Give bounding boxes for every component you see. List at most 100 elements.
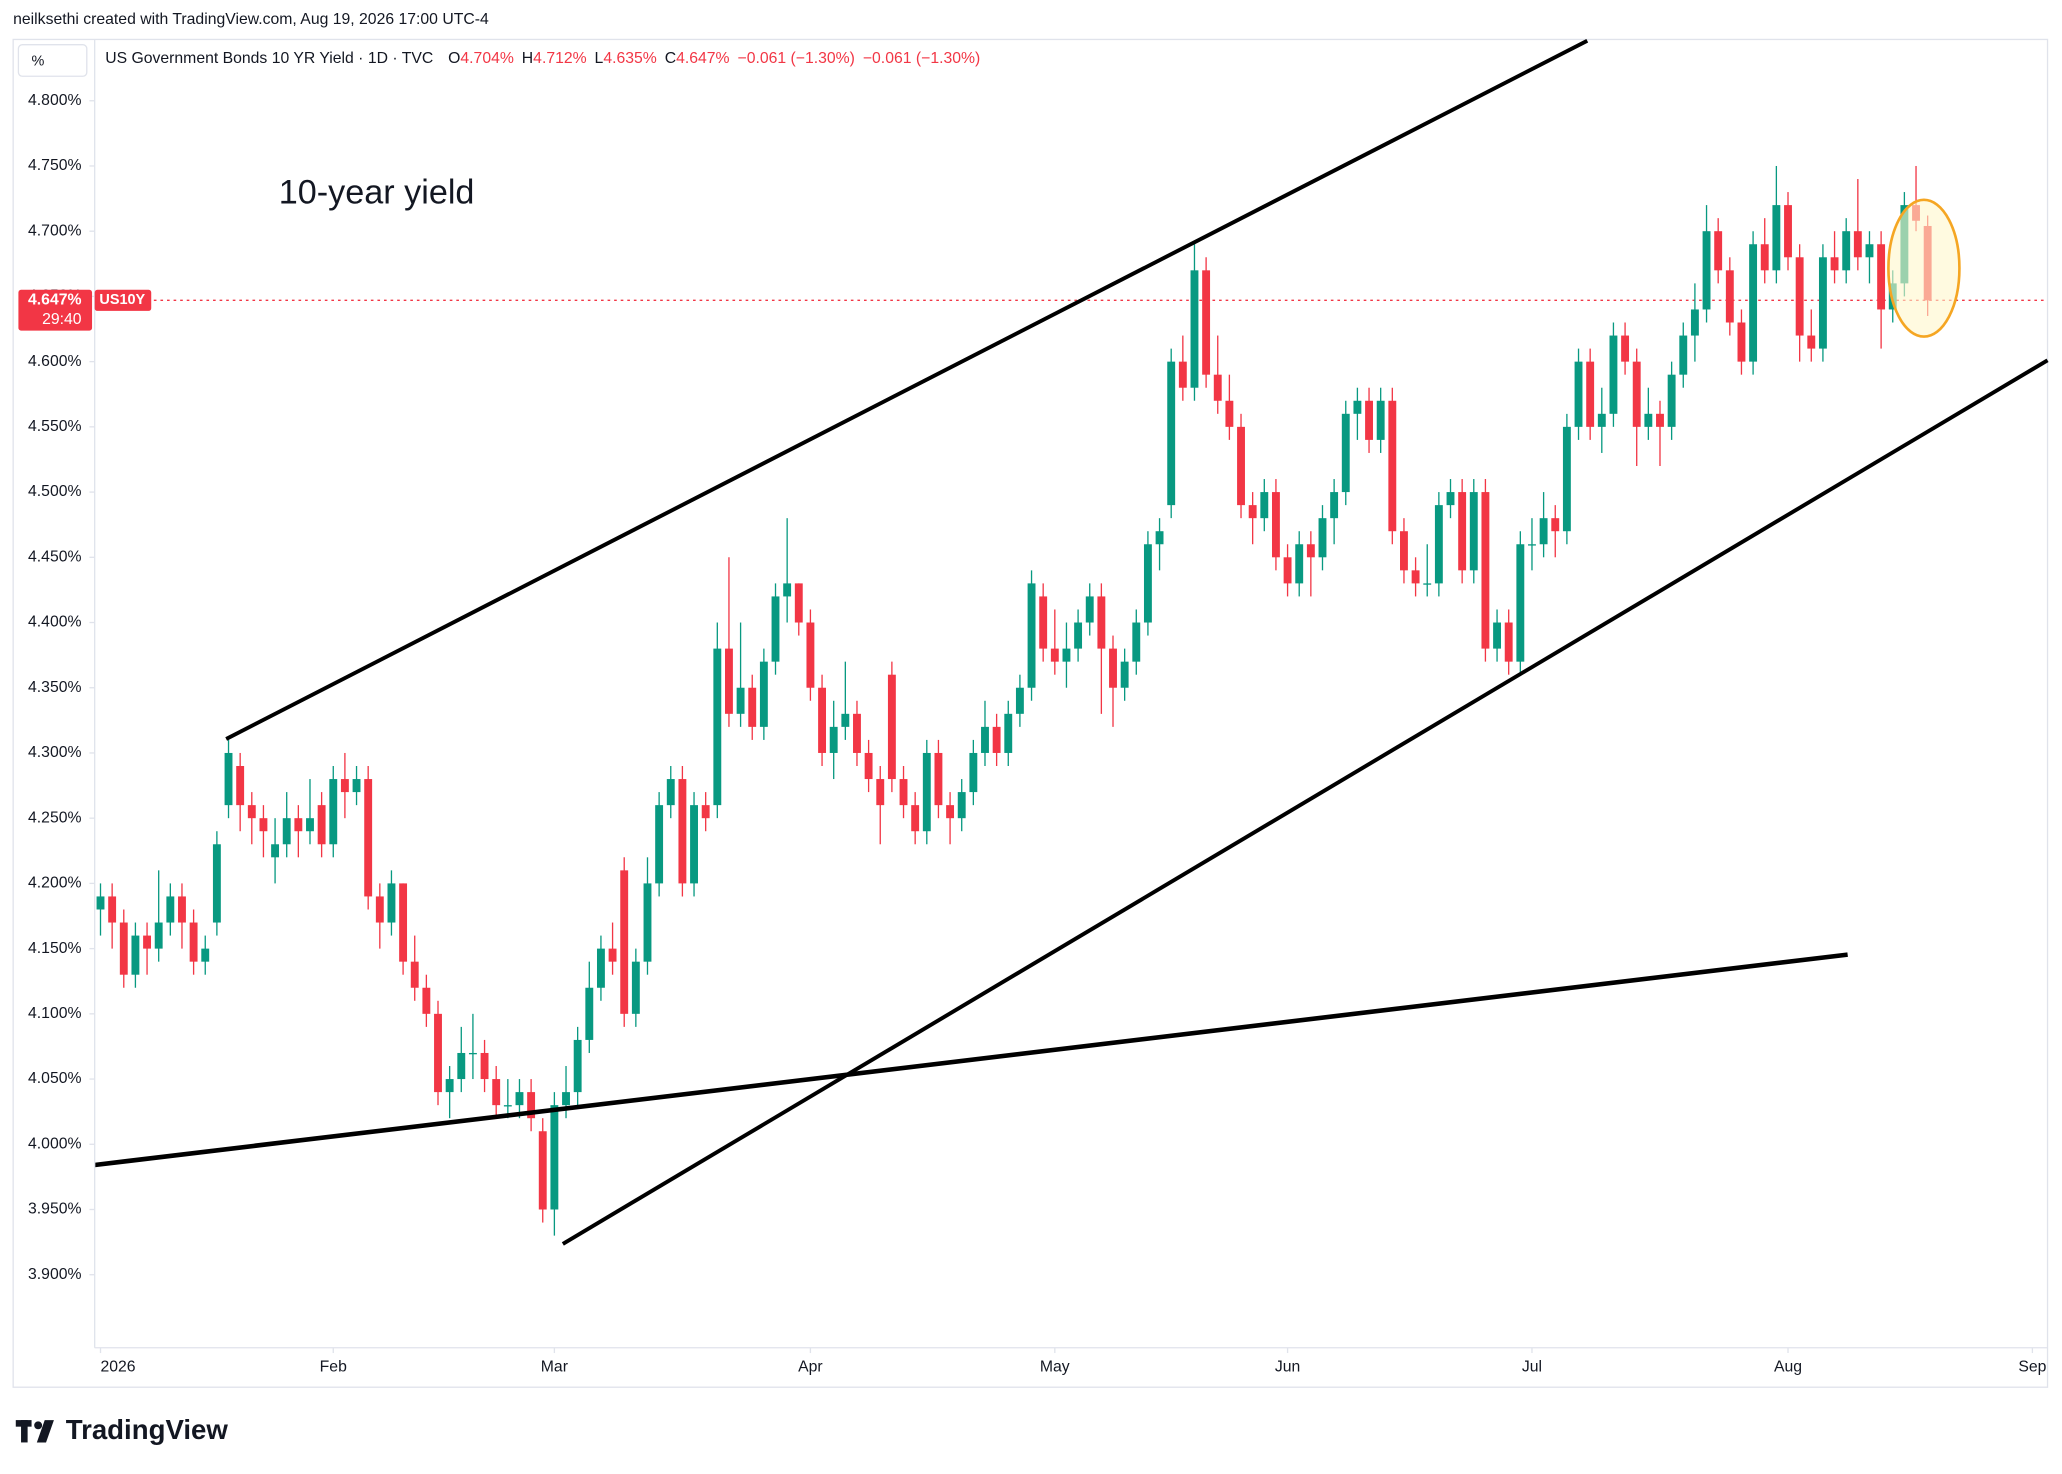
candle-body xyxy=(1318,518,1327,558)
candle-body xyxy=(166,896,175,923)
candle-body xyxy=(887,674,896,780)
candle-body xyxy=(1737,322,1746,362)
x-tick-label: May xyxy=(1040,1359,1070,1376)
candle-body xyxy=(1434,505,1443,584)
candle-body xyxy=(829,726,838,753)
candle-body xyxy=(1853,231,1862,258)
candle-body xyxy=(1679,335,1688,375)
candle-body xyxy=(375,896,384,923)
candle-body xyxy=(282,818,291,845)
y-tick-label: 4.150% xyxy=(28,940,81,957)
candle-body xyxy=(1295,544,1304,584)
candle-body xyxy=(620,870,629,1014)
candle-body xyxy=(1818,257,1827,349)
candle-body xyxy=(1481,492,1490,649)
candle-body xyxy=(108,896,117,923)
y-tick-label: 4.700% xyxy=(28,222,81,239)
candle-body xyxy=(748,687,757,727)
candle-body xyxy=(1388,400,1397,532)
candle-body xyxy=(131,935,140,975)
candle-body xyxy=(1306,544,1315,558)
y-tick-label: 4.800% xyxy=(28,92,81,109)
logo: TradingView xyxy=(15,1414,228,1445)
candle-body xyxy=(701,805,710,819)
candle-body xyxy=(899,779,908,806)
y-tick-label: 4.400% xyxy=(28,614,81,631)
candle-body xyxy=(1656,413,1664,427)
candle-body xyxy=(1423,583,1432,585)
candle-body xyxy=(399,883,408,962)
candle-body xyxy=(1330,492,1339,519)
candle-body xyxy=(1528,544,1536,546)
candle-body xyxy=(864,752,873,780)
x-tick-label: 2026 xyxy=(101,1359,136,1376)
candle-body xyxy=(422,987,431,1014)
legend-change: −0.061 (−1.30%) xyxy=(863,50,980,67)
trend-line xyxy=(225,39,1589,741)
candle-body xyxy=(992,726,1001,753)
candle-body xyxy=(340,779,349,793)
y-tick-label: 4.100% xyxy=(28,1005,81,1022)
candle-body xyxy=(794,583,803,623)
price-tag xyxy=(18,289,93,331)
candle-body xyxy=(1493,622,1502,649)
candle-body xyxy=(294,818,303,832)
candle-body xyxy=(271,844,280,858)
x-tick-label: Feb xyxy=(320,1359,347,1376)
candle-body xyxy=(1865,244,1874,258)
candle-body xyxy=(1237,426,1245,506)
candle-body xyxy=(1597,413,1606,427)
y-tick-label: 4.200% xyxy=(28,875,81,892)
header: neilksethi created with TradingView.com,… xyxy=(13,11,489,28)
candle-body xyxy=(1202,270,1211,375)
candle-body xyxy=(1539,518,1548,545)
candle-body xyxy=(236,766,245,806)
candle-body xyxy=(1411,570,1420,584)
legend-key: C xyxy=(665,50,676,67)
candle-body xyxy=(1132,622,1141,662)
candle-body xyxy=(1271,492,1280,558)
y-tick-label: 3.950% xyxy=(28,1201,81,1218)
candle-body xyxy=(876,779,885,806)
candle-body xyxy=(1702,231,1711,310)
candle-body xyxy=(247,805,256,819)
candle-body xyxy=(1760,244,1769,271)
x-tick-label: Jul xyxy=(1522,1359,1542,1376)
candle-body xyxy=(550,1105,559,1210)
y-tick-label: 4.550% xyxy=(28,418,81,435)
unit-label: % xyxy=(32,54,45,70)
y-tick-label: 4.250% xyxy=(28,809,81,826)
candle-body xyxy=(1795,257,1804,336)
candle-body xyxy=(759,661,768,727)
candle-body xyxy=(445,1079,454,1093)
y-tick-label: 3.900% xyxy=(28,1266,81,1283)
candle-body xyxy=(783,583,792,597)
candle-body xyxy=(154,922,163,949)
candle-body xyxy=(224,752,233,806)
candle-body xyxy=(573,1039,582,1093)
chart-frame xyxy=(12,38,2049,1388)
x-tick-label: Jun xyxy=(1275,1359,1300,1376)
candle-body xyxy=(969,752,978,793)
candle-body xyxy=(596,948,605,988)
candle-body xyxy=(981,726,989,753)
candle-body xyxy=(480,1052,489,1080)
candle-body xyxy=(1877,244,1886,310)
y-tick-label: 4.450% xyxy=(28,548,81,565)
logo-icon xyxy=(36,1420,54,1443)
candle-body xyxy=(666,779,675,806)
logo-icon xyxy=(34,1421,43,1430)
candle-body xyxy=(96,896,105,910)
trend-line xyxy=(94,952,1848,1168)
candle-body xyxy=(1213,374,1222,401)
y-tick-label: 4.600% xyxy=(28,353,81,370)
candle-body xyxy=(1551,518,1560,532)
candle-body xyxy=(1167,361,1176,506)
logo-icon xyxy=(21,1420,28,1443)
candle-body xyxy=(631,961,640,1014)
candle-body xyxy=(1062,648,1071,662)
candle-body xyxy=(457,1052,466,1080)
candle-body xyxy=(643,883,652,962)
